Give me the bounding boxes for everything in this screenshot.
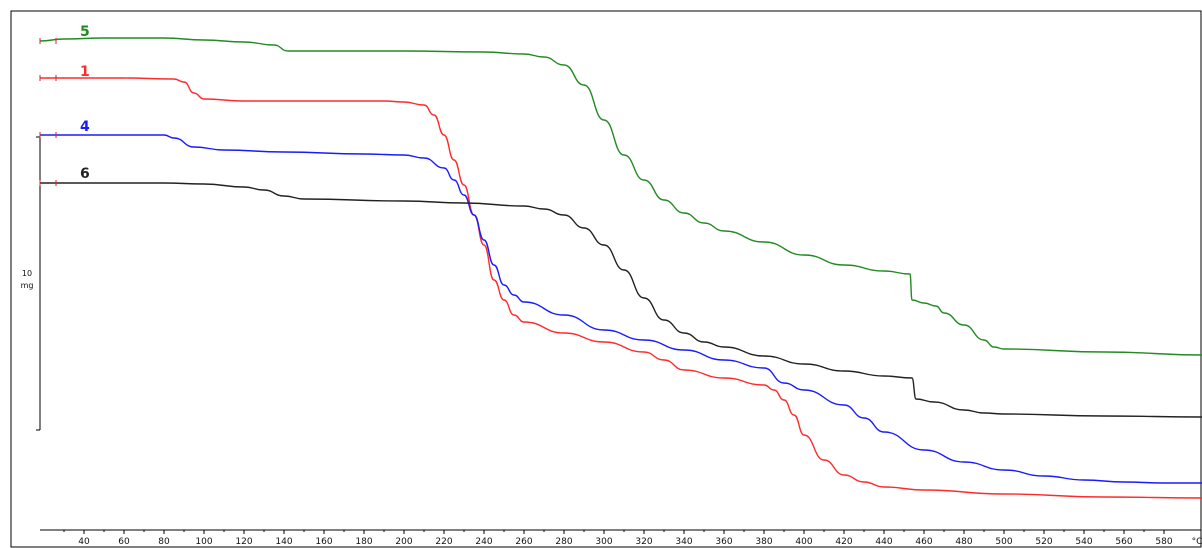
x-tick-label: 360 xyxy=(715,537,732,547)
x-tick-label: 380 xyxy=(755,537,772,547)
x-tick-label: 560 xyxy=(1115,537,1132,547)
series-line-5 xyxy=(39,37,1202,356)
x-tick-label: 500 xyxy=(995,537,1012,547)
x-tick-label: 140 xyxy=(275,537,292,547)
x-tick-label: 400 xyxy=(795,537,812,547)
x-tick-label: 320 xyxy=(635,537,652,547)
plot-border xyxy=(10,10,1202,548)
x-tick-label: 440 xyxy=(875,537,892,547)
x-tick-label: 300 xyxy=(595,537,612,547)
x-tick-label: 100 xyxy=(195,537,212,547)
x-tick-label: 220 xyxy=(435,537,452,547)
y-scale-bar: 10 mg xyxy=(21,136,41,431)
x-tick-label: 280 xyxy=(555,537,572,547)
series-line-4 xyxy=(40,134,1202,484)
series-label-4: 4 xyxy=(80,119,90,135)
x-tick-label: 260 xyxy=(515,537,532,547)
series-line-6 xyxy=(40,182,1202,418)
series-label-1: 1 xyxy=(80,64,90,80)
series-group xyxy=(39,37,1202,499)
series-label-5: 5 xyxy=(80,24,90,40)
x-tick-label: 520 xyxy=(1035,537,1052,547)
x-tick-label: 200 xyxy=(395,537,412,547)
x-tick-label: 340 xyxy=(675,537,692,547)
x-tick-label: 80 xyxy=(158,537,170,547)
x-tick-label: 40 xyxy=(78,537,90,547)
x-tick-label: 420 xyxy=(835,537,852,547)
x-tick-label: 180 xyxy=(355,537,372,547)
x-tick-label: 60 xyxy=(118,537,130,547)
x-tick-label: 120 xyxy=(235,537,252,547)
x-tick-label: 480 xyxy=(955,537,972,547)
x-tick-label: 240 xyxy=(475,537,492,547)
x-tick-label: 540 xyxy=(1075,537,1092,547)
x-axis: °C 40 60 80 100 120 140 160 180 200 220 240 260 280 3… xyxy=(40,529,1202,547)
x-tick-label: 460 xyxy=(915,537,932,547)
scale-bar-unit: mg xyxy=(21,281,34,290)
scale-bar-value: 10 xyxy=(22,269,32,278)
series-line-1 xyxy=(39,77,1202,499)
series-label-6: 6 xyxy=(80,166,90,182)
x-axis-unit: °C xyxy=(1192,537,1202,547)
x-tick-label: 580 xyxy=(1155,537,1172,547)
series-label-group: 5 1 4 6 xyxy=(80,24,90,182)
x-tick-label: 160 xyxy=(315,537,332,547)
